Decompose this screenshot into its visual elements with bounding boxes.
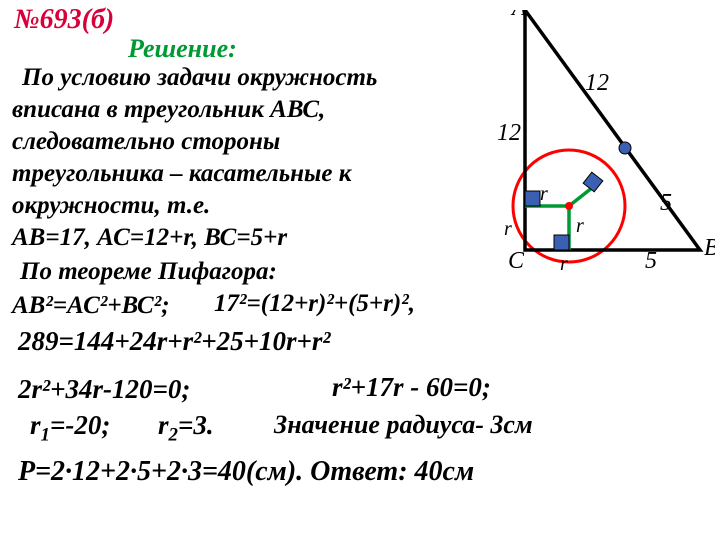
svg-text:12: 12 [585, 70, 609, 96]
root-1: r1=-20; [30, 410, 110, 440]
triangle-diagram: ABC121255rrrr [460, 10, 715, 270]
equation-5a: r1=-20; [30, 410, 110, 446]
solution-label: Решение: [128, 34, 237, 64]
problem-number: №693(б) [14, 4, 114, 36]
para-6: По теореме Пифагора: [20, 258, 277, 286]
equation-5b: r2=3. [158, 410, 214, 446]
para-2: вписана в треугольник АВС, [12, 96, 325, 124]
equation-2a: АВ²=АС²+ВС²; [12, 292, 170, 320]
answer-final: Р=2·12+2·5+2·3=40(см). Ответ: 40см [18, 456, 474, 488]
root-2: r2=3. [158, 410, 214, 440]
para-1: По условию задачи окружность [22, 64, 377, 92]
para-5: окружности, т.е. [12, 192, 210, 220]
svg-text:r: r [560, 253, 568, 270]
svg-text:5: 5 [645, 248, 657, 270]
equation-4a: 2r²+34r-120=0; [18, 374, 190, 405]
equation-1: АВ=17, АС=12+r, ВС=5+r [12, 224, 287, 252]
answer-radius: Значение радиуса- 3см [274, 410, 533, 440]
svg-text:5: 5 [660, 190, 672, 216]
para-3: следовательно стороны [12, 128, 280, 156]
svg-text:r: r [504, 218, 512, 240]
equation-4b: r²+17r - 60=0; [332, 372, 491, 403]
equation-3: 289=144+24r+r²+25+10r+r² [18, 326, 331, 357]
svg-text:r: r [540, 183, 548, 205]
svg-text:r: r [576, 215, 584, 237]
equation-2b: 17²=(12+r)²+(5+r)², [214, 290, 415, 318]
svg-text:12: 12 [497, 120, 521, 146]
svg-text:A: A [510, 10, 527, 21]
svg-text:C: C [508, 248, 525, 270]
para-4: треугольника – касательные к [12, 160, 351, 188]
svg-text:B: B [704, 235, 715, 261]
